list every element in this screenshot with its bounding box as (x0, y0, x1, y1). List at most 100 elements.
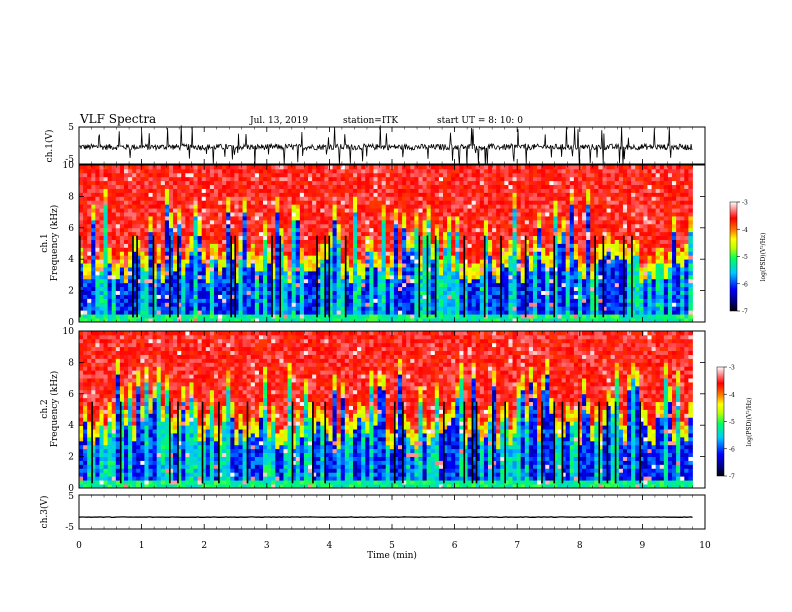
spectrogram-cell (373, 227, 378, 233)
spectrogram-cell (492, 243, 497, 248)
spectrogram-cell (549, 298, 554, 303)
spectrogram-cell (418, 184, 423, 189)
spectrogram-cell (475, 251, 481, 256)
spectrogram-cell (537, 227, 542, 233)
spectrogram-cell (557, 270, 562, 276)
spectrogram-cell (185, 290, 190, 295)
spectrogram-cell (385, 247, 391, 252)
spectrogram-cell (283, 243, 288, 248)
spectrogram-cell (549, 286, 554, 292)
spectrogram-cell (381, 208, 387, 213)
spectrogram-cell (471, 192, 477, 197)
spectrogram-cell (148, 165, 154, 170)
spectrogram-cell (573, 165, 579, 170)
spectrogram-cell (107, 243, 113, 248)
spectrogram-cell (357, 192, 362, 197)
spectrogram-cell (332, 165, 338, 170)
spectrogram-cell (316, 255, 321, 260)
spectrogram-cell (295, 259, 301, 264)
spectrogram-cell (402, 294, 407, 299)
spectrogram-cell (279, 188, 284, 193)
spectrogram-cell (369, 251, 374, 256)
spectrogram-cell (267, 231, 272, 237)
spectrogram-cell (455, 259, 460, 264)
spectrogram-cell (377, 231, 383, 237)
spectrogram-cell (524, 168, 530, 174)
spectrogram-cell (582, 255, 587, 260)
spectrogram-cell (537, 255, 542, 260)
spectrogram-cell (471, 243, 477, 248)
spectrogram-cell (242, 231, 248, 237)
spectrogram-cell (132, 219, 137, 225)
spectrogram-cell (79, 184, 84, 189)
spectrogram-cell (561, 259, 567, 264)
spectrogram-cell (557, 216, 562, 221)
spectrogram-cell (381, 216, 387, 221)
spectrogram-cell (279, 208, 284, 213)
spectrogram-cell (426, 310, 432, 315)
spectrogram-cell (577, 204, 583, 209)
spectrogram-cell (103, 270, 109, 276)
spectrogram-cell (553, 200, 558, 205)
spectrogram-cell (156, 192, 162, 197)
spectrogram-cell (451, 165, 456, 170)
spectrogram-cell (483, 216, 489, 221)
spectrogram-cell (357, 219, 362, 225)
spectrogram-cell (414, 204, 419, 209)
spectrogram-cell (426, 267, 432, 272)
spectrogram-cell (569, 282, 575, 288)
spectrogram-dark-streak (418, 235, 421, 318)
spectrogram-cell (418, 227, 423, 233)
spectrogram-cell (312, 212, 317, 217)
spectrogram-cell (353, 278, 358, 284)
spectrogram-cell (479, 298, 485, 303)
spectrogram-cell (357, 314, 362, 319)
spectrogram-cell (406, 196, 411, 201)
spectrogram-cell (185, 227, 190, 233)
spectrogram-cell (406, 223, 411, 229)
spectrogram-cell (361, 314, 366, 319)
spectrogram-cell (136, 235, 141, 240)
spectrogram-cell (348, 286, 354, 292)
spectrogram-cell (475, 235, 481, 240)
spectrogram-cell (95, 219, 100, 225)
spectrogram-cell (520, 267, 526, 272)
spectrogram-cell (393, 314, 399, 319)
spectrogram-cell (361, 318, 366, 322)
spectrogram-cell (283, 180, 288, 186)
spectrogram-cell (336, 259, 342, 264)
spectrogram-cell (287, 263, 293, 268)
spectrogram-cell (332, 196, 338, 201)
spectrogram-cell (357, 180, 362, 186)
spectrogram-cell (508, 259, 513, 264)
spectrogram-cell (111, 227, 117, 233)
spectrogram-cell (201, 200, 207, 205)
spectrogram-cell (365, 314, 370, 319)
spectrogram-cell (230, 208, 235, 213)
spectrogram-cell (492, 239, 497, 244)
spectrogram-cell (238, 168, 243, 174)
spectrogram-cell (389, 282, 395, 288)
spectrogram-cell (438, 243, 444, 248)
spectrogram-cell (487, 184, 493, 189)
spectrogram-cell (389, 274, 395, 280)
spectrogram-cell (451, 192, 456, 197)
spectrogram-cell (348, 239, 354, 244)
spectrogram-cell (344, 255, 350, 260)
spectrogram-cell (156, 267, 162, 272)
spectrogram-cell (561, 318, 567, 322)
spectrogram-cell (467, 302, 473, 307)
spectrogram-cell (267, 172, 272, 178)
spectrogram-cell (136, 188, 141, 193)
spectrogram-cell (156, 302, 162, 307)
spectrogram-cell (471, 180, 477, 186)
spectrogram-cell (398, 306, 403, 311)
spectrogram-cell (455, 282, 460, 288)
spectrogram-cell (479, 165, 485, 170)
spectrogram-cell (230, 270, 235, 276)
spectrogram-cell (344, 239, 350, 244)
spectrogram-cell (398, 227, 403, 233)
spectrogram-cell (312, 235, 317, 240)
spectrogram-cell (263, 188, 268, 193)
spectrogram-cell (181, 310, 186, 315)
